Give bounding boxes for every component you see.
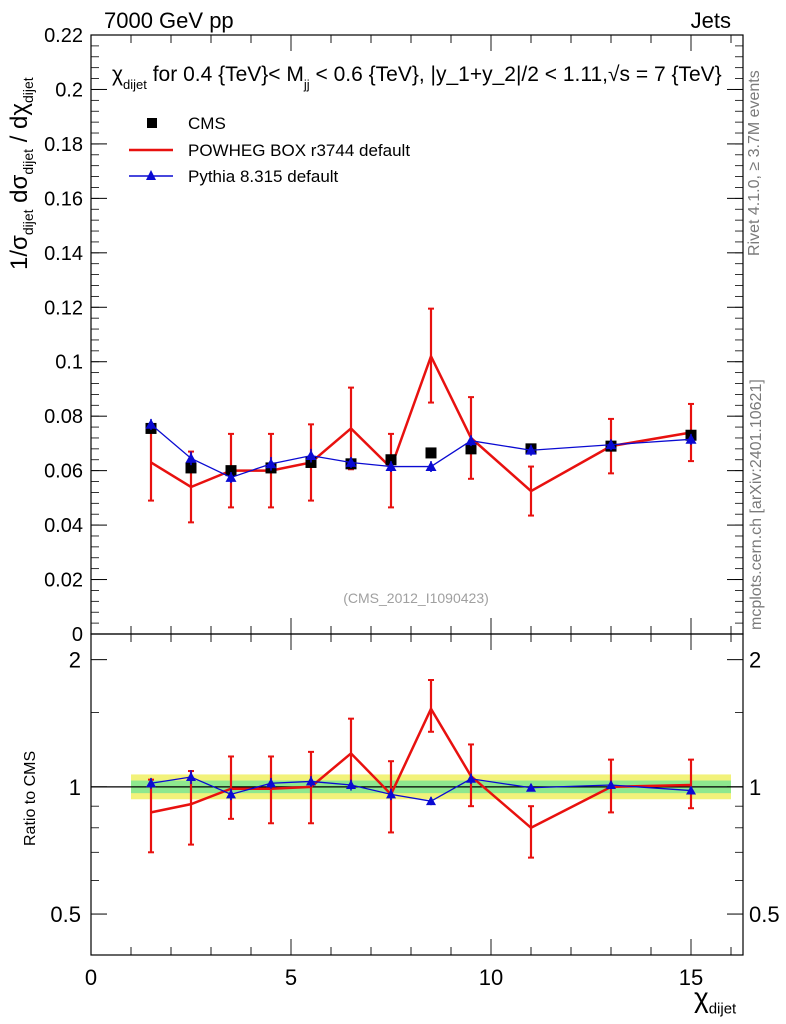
pythia-data-point: [225, 471, 237, 482]
ratio-pythia-data-point: [386, 789, 396, 799]
ratio-pythia-data-point: [526, 782, 536, 792]
ratio-pythia-data-point: [226, 789, 236, 799]
cms-data-point: [185, 462, 197, 474]
main-y-tick-label: 0: [72, 624, 83, 646]
ratio-pythia-data-point: [186, 772, 196, 782]
legend-label-cms: CMS: [188, 114, 226, 133]
y-axis-label-ratio: Ratio to CMS: [22, 750, 39, 846]
ratio-y-tick-label: 0.5: [50, 902, 81, 927]
cms-data-point: [225, 465, 237, 477]
ratio-pythia-data-point: [686, 785, 696, 795]
ratio-pythia-data-point: [346, 780, 356, 790]
main-y-tick-label: 0.22: [44, 25, 83, 47]
pythia-data-point: [385, 461, 397, 471]
main-y-tick-label: 0.06: [44, 461, 83, 483]
main-y-tick-label: 0.1: [55, 352, 83, 374]
header-left-label: 7000 GeV pp: [104, 8, 234, 33]
ratio-y-tick-label-right: 2: [749, 648, 761, 673]
pythia-data-point: [605, 439, 617, 450]
main-y-tick-label: 0.2: [55, 79, 83, 101]
plot-title: χdijet for 0.4 {TeV}< Mjj < 0.6 {TeV}, |…: [112, 63, 722, 92]
mcplots-side-label: mcplots.cern.ch [arXiv:2401.10621]: [748, 379, 765, 630]
pythia-data-point: [305, 450, 317, 461]
main-y-tick-label: 0.16: [44, 188, 83, 210]
main-y-tick-label: 0.08: [44, 406, 83, 428]
ratio-y-tick-label: 2: [69, 648, 81, 673]
rivet-side-label: Rivet 4.1.0, ≥ 3.7M events: [746, 70, 763, 256]
y-axis-label-main: 1/σdijet dσdijet / dχdijet: [6, 77, 36, 270]
pythia-data-point: [185, 452, 197, 463]
main-y-tick-label: 0.18: [44, 134, 83, 156]
x-tick-label: 15: [679, 965, 703, 990]
analysis-watermark: (CMS_2012_I1090423): [343, 590, 489, 606]
main-y-tick-label: 0.02: [44, 570, 83, 592]
legend: CMS POWHEG BOX r3744 default Pythia 8.31…: [129, 114, 410, 186]
ratio-pythia-data-point: [266, 778, 276, 788]
legend-marker-pythia: [146, 170, 156, 180]
pythia-data-point: [425, 461, 437, 471]
cms-data-point: [385, 454, 397, 466]
main-y-tick-label: 0.12: [44, 297, 83, 319]
x-axis-label: χdijet: [694, 982, 737, 1018]
pythia-data-point: [685, 433, 697, 444]
ratio-pythia-data-point: [146, 778, 156, 788]
ratio-pythia-data-point: [306, 776, 316, 786]
ratio-pythia-line: [150, 776, 692, 802]
legend-label-powheg: POWHEG BOX r3744 default: [188, 141, 410, 160]
ratio-pythia-data-point: [426, 796, 436, 806]
ratio-y-tick-label-right: 0.5: [749, 902, 780, 927]
cms-data-point: [425, 447, 437, 459]
header-right-label: Jets: [690, 8, 731, 33]
pythia-data-point: [145, 418, 157, 429]
pythia-line: [150, 423, 692, 479]
legend-marker-cms: [147, 118, 157, 128]
ratio-pythia-data-point: [466, 773, 476, 783]
pythia-data-point: [465, 435, 477, 446]
pythia-data-point: [525, 444, 537, 455]
cms-data-point: [465, 443, 477, 455]
ratio-y-tick-label: 1: [69, 775, 81, 800]
legend-label-pythia: Pythia 8.315 default: [188, 167, 339, 186]
pythia-data-point: [345, 456, 357, 467]
x-tick-label: 0: [85, 965, 97, 990]
pythia-data-point: [265, 458, 277, 469]
main-y-tick-label: 0.14: [44, 243, 83, 265]
x-tick-label: 5: [285, 965, 297, 990]
main-y-tick-label: 0.04: [44, 515, 83, 537]
ratio-y-tick-label-right: 1: [749, 775, 761, 800]
x-tick-label: 10: [479, 965, 503, 990]
powheg-line: [150, 353, 692, 493]
ratio-plot-frame: [90, 633, 744, 956]
ratio-pythia-data-point: [606, 780, 616, 790]
